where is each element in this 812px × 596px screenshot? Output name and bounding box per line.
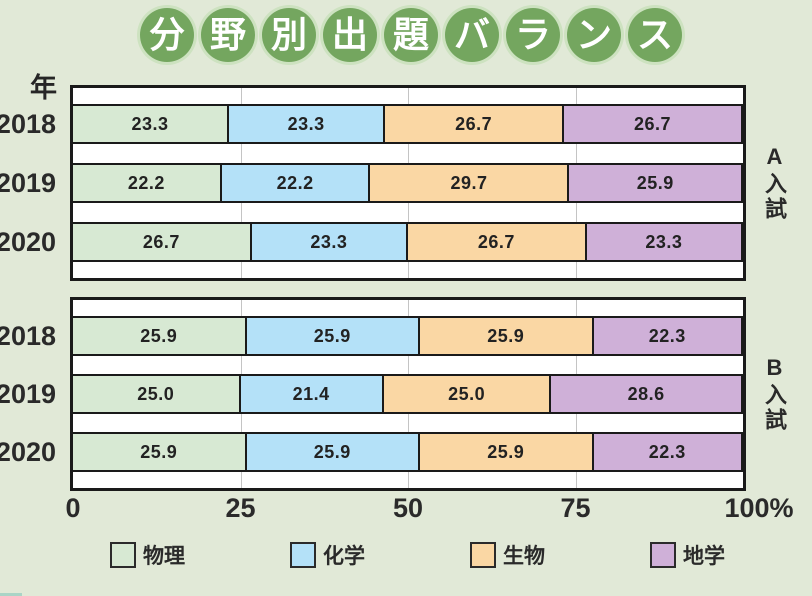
physics-color-swatch bbox=[110, 542, 136, 568]
x-tick-75: 75 bbox=[560, 493, 591, 523]
title-character-circle: ス bbox=[628, 8, 682, 62]
bar-segment-化学: 21.4 bbox=[240, 374, 384, 414]
year-label-2018: 2018 bbox=[0, 108, 56, 139]
chemistry-color-swatch bbox=[290, 542, 316, 568]
bar-segment-物理: 25.9 bbox=[73, 316, 247, 356]
bar-segment-生物: 29.7 bbox=[370, 163, 570, 203]
title-character-circle: バ bbox=[445, 8, 499, 62]
legend-item-physics: 物理 bbox=[110, 540, 290, 570]
year-label-2020: 2020 bbox=[0, 226, 56, 257]
chart-b-plot: 25.9 25.9 25.9 22.3 25.0 21.4 25.0 28.6 25.9 25.9… bbox=[70, 297, 746, 491]
legend-label: 物理 bbox=[143, 545, 185, 568]
bar-segment-物理: 26.7 bbox=[73, 222, 252, 262]
bar-segment-物理: 25.0 bbox=[73, 374, 241, 414]
bar-segment-生物: 25.9 bbox=[420, 432, 594, 472]
bar-row-2019: 22.2 22.2 29.7 25.9 bbox=[73, 163, 743, 203]
year-label-2019: 2019 bbox=[0, 378, 56, 409]
bar-segment-地学: 22.3 bbox=[593, 432, 743, 472]
legend-label: 化学 bbox=[323, 545, 365, 568]
legend: 物理 化学 生物 地学 bbox=[110, 540, 812, 570]
legend-item-earth-science: 地学 bbox=[650, 540, 812, 570]
bar-segment-地学: 26.7 bbox=[564, 104, 743, 144]
chart-b-group-label: B入試 bbox=[762, 355, 787, 433]
bar-segment-生物: 26.7 bbox=[385, 104, 565, 144]
title-character-circle: ラ bbox=[506, 8, 560, 62]
x-tick-50: 50 bbox=[392, 493, 424, 523]
bar-rows: 25.9 25.9 25.9 22.3 25.0 21.4 25.0 28.6 25.9 25.9… bbox=[73, 300, 743, 488]
bar-segment-地学: 23.3 bbox=[586, 222, 743, 262]
bottom-edge-artifact bbox=[0, 593, 22, 596]
chart-a-year-labels: 2018 2019 2020 bbox=[0, 88, 62, 278]
x-tick-25: 25 bbox=[225, 493, 256, 523]
year-label-2019: 2019 bbox=[0, 167, 56, 198]
bar-row-2020: 26.7 23.3 26.7 23.3 bbox=[73, 222, 743, 262]
year-label-2018: 2018 bbox=[0, 320, 56, 351]
x-axis-ticks: 0 25 50 75 100% bbox=[65, 493, 793, 525]
bar-segment-生物: 25.0 bbox=[383, 374, 552, 414]
title-character-circle: 別 bbox=[262, 8, 316, 62]
bar-segment-化学: 22.2 bbox=[221, 163, 371, 203]
bar-segment-化学: 23.3 bbox=[251, 222, 408, 262]
bar-row-2020: 25.9 25.9 25.9 22.3 bbox=[73, 432, 743, 472]
title-character-circle: 分 bbox=[140, 8, 194, 62]
bar-segment-化学: 25.9 bbox=[246, 432, 421, 472]
chart-a-group-label: A入試 bbox=[762, 144, 787, 222]
bar-segment-地学: 22.3 bbox=[593, 316, 743, 356]
legend-label: 生物 bbox=[503, 545, 545, 568]
title-character-circle: 題 bbox=[384, 8, 438, 62]
legend-label: 地学 bbox=[683, 545, 725, 568]
biology-color-swatch bbox=[470, 542, 496, 568]
bar-rows: 23.3 23.3 26.7 26.7 22.2 22.2 29.7 25.9 26.7 23.3… bbox=[73, 88, 743, 278]
x-tick-0: 0 bbox=[65, 493, 81, 523]
bar-segment-化学: 23.3 bbox=[229, 104, 386, 144]
bar-row-2018: 23.3 23.3 26.7 26.7 bbox=[73, 104, 743, 144]
bar-segment-地学: 25.9 bbox=[569, 163, 743, 203]
earth-science-color-swatch bbox=[650, 542, 676, 568]
bar-row-2018: 25.9 25.9 25.9 22.3 bbox=[73, 316, 743, 356]
x-tick-100: 100% bbox=[724, 493, 794, 523]
bar-segment-地学: 28.6 bbox=[551, 374, 743, 414]
category-axis-unit-label: 年 bbox=[30, 73, 57, 103]
bar-segment-物理: 25.9 bbox=[73, 432, 247, 472]
chart-a-plot: 23.3 23.3 26.7 26.7 22.2 22.2 29.7 25.9 26.7 23.3… bbox=[70, 85, 746, 281]
legend-item-chemistry: 化学 bbox=[290, 540, 470, 570]
title-character-circle: 野 bbox=[201, 8, 255, 62]
bar-row-2019: 25.0 21.4 25.0 28.6 bbox=[73, 374, 743, 414]
bar-segment-物理: 22.2 bbox=[73, 163, 222, 203]
bar-segment-生物: 25.9 bbox=[420, 316, 594, 356]
legend-item-biology: 生物 bbox=[470, 540, 650, 570]
title-character-circle: ン bbox=[567, 8, 621, 62]
bar-segment-生物: 26.7 bbox=[407, 222, 587, 262]
year-label-2020: 2020 bbox=[0, 436, 56, 467]
page-title: 分野別出題バランス bbox=[140, 8, 682, 62]
chart-b-year-labels: 2018 2019 2020 bbox=[0, 300, 62, 488]
bar-segment-化学: 25.9 bbox=[246, 316, 421, 356]
bar-segment-物理: 23.3 bbox=[73, 104, 230, 144]
title-character-circle: 出 bbox=[323, 8, 377, 62]
